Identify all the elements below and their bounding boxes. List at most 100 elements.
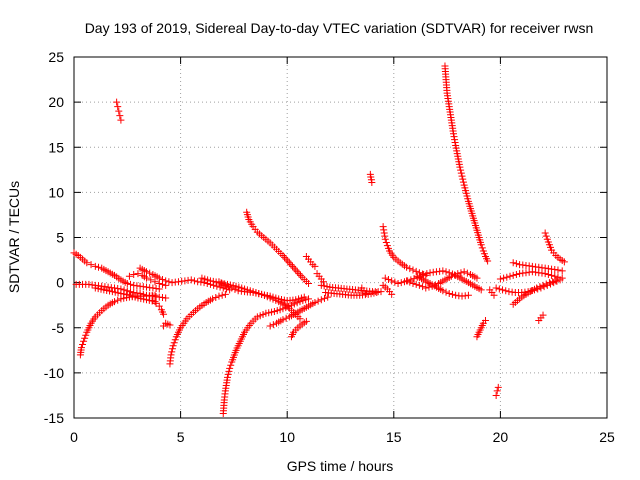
data-point	[269, 295, 277, 303]
data-point	[422, 284, 430, 292]
series-arc-p	[287, 317, 310, 341]
data-point	[403, 263, 411, 271]
data-point	[83, 259, 91, 267]
data-point	[170, 339, 178, 347]
data-point	[290, 264, 298, 272]
data-point	[451, 271, 459, 279]
data-point	[302, 317, 310, 325]
data-point	[442, 268, 450, 276]
series-arc-ah	[509, 259, 566, 275]
data-point	[311, 262, 319, 270]
data-point	[97, 285, 105, 293]
data-point	[171, 336, 179, 344]
y-tick-label: 15	[48, 139, 64, 155]
data-point	[419, 283, 427, 291]
data-point	[226, 281, 234, 289]
data-point	[457, 269, 465, 277]
data-point	[126, 280, 134, 288]
data-point	[292, 296, 300, 304]
y-tick-label: 5	[56, 230, 64, 246]
data-point	[377, 288, 385, 296]
data-point	[297, 294, 305, 302]
data-point	[412, 280, 420, 288]
data-point	[415, 281, 423, 289]
data-point	[423, 270, 431, 278]
data-point	[323, 283, 331, 291]
data-point	[406, 278, 414, 286]
data-point	[381, 274, 389, 282]
data-point	[317, 296, 325, 304]
data-point	[552, 277, 560, 285]
data-point	[412, 267, 420, 275]
data-point	[103, 286, 111, 294]
series-arc-a	[70, 249, 163, 293]
data-point	[384, 275, 392, 283]
data-point	[204, 276, 212, 284]
data-point	[320, 282, 328, 290]
data-point	[266, 294, 274, 302]
data-point	[79, 340, 87, 348]
data-point	[451, 139, 459, 147]
data-point	[494, 383, 502, 391]
data-point	[406, 265, 414, 273]
data-point	[166, 321, 174, 329]
series-arc-f	[125, 270, 170, 289]
data-point	[235, 283, 243, 291]
data-point	[459, 178, 467, 186]
y-tick-label: -15	[44, 410, 64, 426]
data-point	[221, 290, 229, 298]
data-point	[539, 281, 547, 289]
data-point	[252, 289, 260, 297]
data-point	[229, 282, 237, 290]
data-point	[293, 268, 301, 276]
y-axis-label: SDTVAR / TECUs	[6, 181, 22, 293]
data-point	[397, 279, 405, 287]
series-arc-ai	[509, 277, 560, 308]
data-point	[151, 278, 159, 286]
data-point	[137, 295, 145, 303]
axis-ticks	[73, 56, 608, 419]
data-point	[464, 291, 472, 299]
data-point	[146, 269, 154, 277]
series-arc-ag	[496, 268, 566, 283]
series-arc-n	[198, 274, 304, 323]
data-point	[457, 166, 465, 174]
data-point	[140, 295, 148, 303]
data-point	[403, 277, 411, 285]
data-point	[533, 284, 541, 292]
x-tick-label: 20	[493, 429, 509, 445]
data-point	[493, 387, 501, 395]
data-point	[373, 289, 381, 297]
data-point	[450, 133, 458, 141]
data-point	[442, 288, 450, 296]
y-tick-label: 20	[48, 94, 64, 110]
data-point	[162, 277, 170, 285]
series-arc-ad	[486, 286, 498, 299]
data-point	[168, 348, 176, 356]
data-point	[381, 232, 389, 240]
data-point	[463, 269, 471, 277]
data-point	[289, 262, 297, 270]
y-tick-label: -10	[44, 365, 64, 381]
data-point	[95, 263, 103, 271]
series-arc-ac	[473, 317, 489, 341]
data-point	[512, 271, 520, 279]
data-point	[117, 116, 125, 124]
data-point	[457, 169, 465, 177]
data-point	[477, 286, 485, 294]
data-point	[362, 289, 370, 297]
series-arc-i	[160, 319, 174, 330]
y-tick-label: 0	[56, 275, 64, 291]
data-point	[287, 261, 295, 269]
data-point	[268, 308, 276, 316]
data-point	[94, 285, 102, 293]
x-tick-label: 10	[279, 429, 295, 445]
data-point	[201, 275, 209, 283]
data-point	[224, 373, 232, 381]
data-point	[87, 261, 95, 269]
y-tick-label: 25	[48, 49, 64, 65]
data-point	[206, 277, 214, 285]
data-point	[128, 292, 136, 300]
data-point	[134, 294, 142, 302]
data-point	[305, 280, 313, 288]
